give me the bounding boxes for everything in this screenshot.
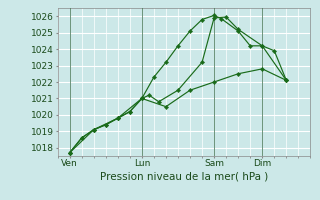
X-axis label: Pression niveau de la mer( hPa ): Pression niveau de la mer( hPa ) (100, 171, 268, 181)
